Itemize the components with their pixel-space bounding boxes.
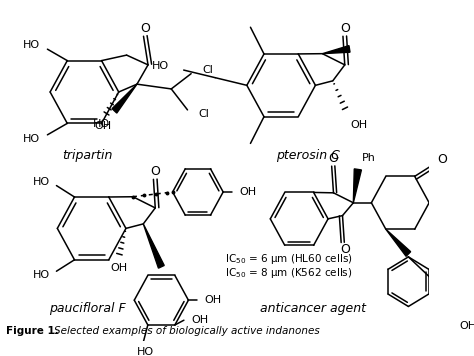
Text: IC$_{50}$ = 8 μm (K562 cells): IC$_{50}$ = 8 μm (K562 cells) xyxy=(225,266,353,280)
Text: HO: HO xyxy=(33,270,50,280)
Text: HO: HO xyxy=(23,134,40,144)
Text: O: O xyxy=(150,165,160,178)
Text: HO: HO xyxy=(93,119,110,129)
Text: OH: OH xyxy=(110,263,127,273)
Text: Ph: Ph xyxy=(362,153,376,163)
Text: HO: HO xyxy=(33,177,50,187)
Text: Figure 1.: Figure 1. xyxy=(6,326,59,336)
Text: OH: OH xyxy=(94,121,111,131)
Text: anticancer agent: anticancer agent xyxy=(260,302,366,315)
Polygon shape xyxy=(322,46,350,54)
Text: Cl: Cl xyxy=(203,65,214,75)
Text: HO: HO xyxy=(137,347,154,356)
Text: tripartin: tripartin xyxy=(62,150,112,162)
Text: O: O xyxy=(340,244,350,256)
Polygon shape xyxy=(353,169,361,203)
Polygon shape xyxy=(386,229,410,256)
Text: IC$_{50}$ = 6 μm (HL60 cells): IC$_{50}$ = 6 μm (HL60 cells) xyxy=(225,252,353,266)
Text: OH: OH xyxy=(191,315,208,325)
Text: OH: OH xyxy=(205,295,222,305)
Text: OH: OH xyxy=(239,187,256,197)
Text: Selected examples of biologically active indanones: Selected examples of biologically active… xyxy=(54,326,319,336)
Text: OH: OH xyxy=(460,320,474,331)
Text: Cl: Cl xyxy=(198,109,209,119)
Text: O: O xyxy=(140,22,150,35)
Text: O: O xyxy=(437,153,447,166)
Text: HO: HO xyxy=(152,61,169,71)
Text: OH: OH xyxy=(351,120,368,130)
Text: O: O xyxy=(340,22,350,35)
Text: pterosin C: pterosin C xyxy=(276,150,340,162)
Text: paucifloral F: paucifloral F xyxy=(49,302,126,315)
Text: HO: HO xyxy=(23,40,40,50)
Text: O: O xyxy=(328,152,338,165)
Polygon shape xyxy=(143,224,164,268)
Polygon shape xyxy=(112,84,137,113)
